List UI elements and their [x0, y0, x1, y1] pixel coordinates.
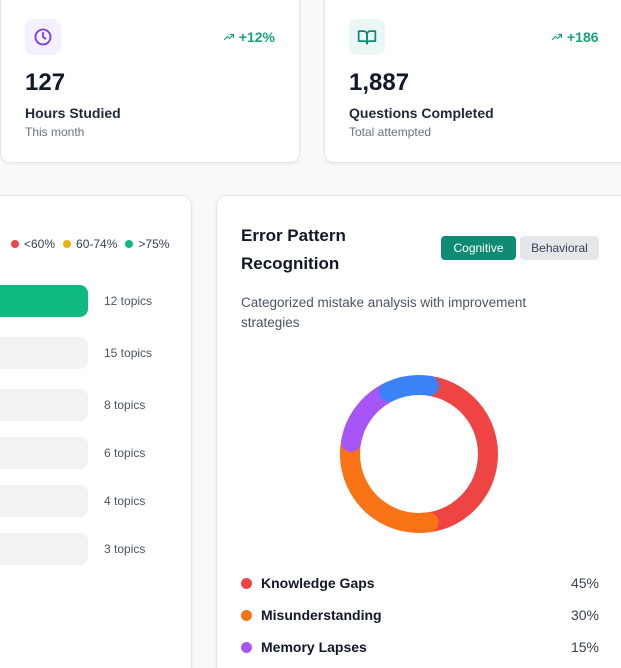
topic-row[interactable]: 15 topics — [0, 337, 193, 369]
topic-row[interactable]: 6 topics — [0, 437, 193, 469]
topic-bar-fill — [0, 285, 88, 317]
error-donut-chart — [339, 374, 499, 534]
topic-row[interactable]: 4 topics — [0, 485, 193, 517]
topic-bar — [0, 437, 88, 469]
donut-segment-3[interactable] — [339, 374, 499, 534]
pattern-name: Knowledge Gaps — [261, 575, 375, 591]
topic-row[interactable]: 8 topics — [0, 389, 193, 421]
stat-value: 1,887 — [349, 69, 410, 96]
trend-value: +186 — [567, 29, 599, 45]
pattern-color-dot — [241, 641, 252, 653]
pattern-name: Memory Lapses — [261, 639, 367, 655]
topic-bar — [0, 389, 88, 421]
tab-cognitive[interactable]: Cognitive — [441, 236, 516, 260]
topic-bar — [0, 337, 88, 369]
hours-studied-card: +12% 127 Hours Studied This month — [0, 0, 300, 163]
book-open-icon — [349, 19, 385, 55]
topic-count: 4 topics — [104, 494, 146, 508]
mastery-legend: <60% 60-74% >75% — [11, 237, 169, 251]
card-description: Categorized mistake analysis with improv… — [241, 295, 527, 330]
topic-count: 8 topics — [104, 398, 146, 412]
topic-bar — [0, 485, 88, 517]
pattern-name: Misunderstanding — [261, 607, 382, 623]
stat-subtitle: This month — [25, 125, 85, 139]
legend-item: 60-74% — [63, 237, 117, 251]
topic-row[interactable]: 3 topics — [0, 533, 193, 565]
donut-segment-2[interactable] — [339, 374, 499, 534]
topic-mastery-card: <60% 60-74% >75% 12 topics 15 topics 8 t… — [0, 195, 192, 668]
stat-label: Questions Completed — [349, 105, 494, 121]
trending-up-icon — [223, 33, 234, 41]
pattern-row: Memory Lapses 15% — [241, 637, 599, 657]
topic-bar — [0, 533, 88, 565]
pattern-color-dot — [241, 609, 252, 621]
pattern-percent: 45% — [570, 575, 599, 591]
pattern-row: Misunderstanding 30% — [241, 605, 599, 625]
topic-row[interactable]: 12 topics — [0, 285, 193, 317]
trending-up-icon — [551, 33, 563, 41]
stat-label: Hours Studied — [25, 105, 121, 121]
tab-behavioral[interactable]: Behavioral — [520, 236, 599, 260]
stat-subtitle: Total attempted — [349, 125, 432, 139]
topic-count: 12 topics — [104, 294, 153, 308]
card-title: Error Pattern Recognition — [241, 226, 346, 273]
pattern-percent: 30% — [570, 607, 599, 623]
pattern-color-dot — [241, 577, 252, 589]
trend-badge: +12% — [223, 29, 275, 45]
donut-segment-1[interactable] — [339, 374, 499, 534]
donut-segment-0[interactable] — [339, 374, 499, 534]
clock-icon — [25, 19, 61, 55]
topic-bar — [0, 285, 88, 317]
topic-count: 6 topics — [104, 446, 146, 460]
pattern-percent: 15% — [570, 639, 599, 655]
error-pattern-card: Error Pattern Recognition Cognitive Beha… — [216, 195, 621, 668]
trend-badge: +186 — [551, 29, 599, 45]
stat-value: 127 — [25, 69, 66, 96]
legend-item: <60% — [11, 237, 55, 251]
legend-item: >75% — [125, 237, 169, 251]
topic-count: 15 topics — [104, 346, 153, 360]
pattern-row: Knowledge Gaps 45% — [241, 573, 599, 593]
topic-count: 3 topics — [104, 542, 146, 556]
questions-completed-card: +186 1,887 Questions Completed Total att… — [324, 0, 621, 163]
trend-value: +12% — [238, 29, 275, 45]
